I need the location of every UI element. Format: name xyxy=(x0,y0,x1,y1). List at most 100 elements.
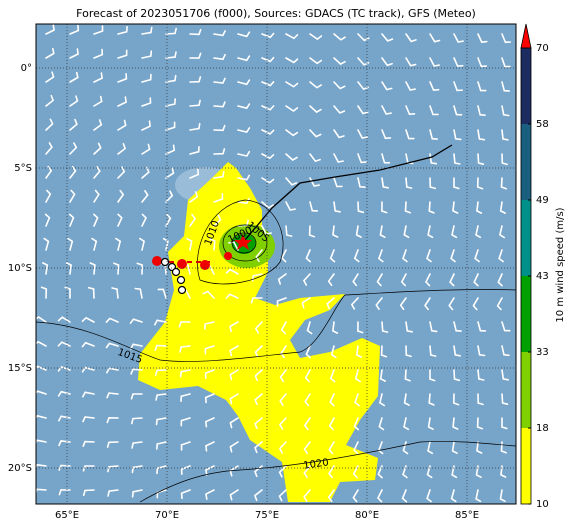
colorbar-extend xyxy=(520,23,532,49)
wind-barb xyxy=(501,57,511,68)
wind-barb xyxy=(36,488,47,494)
wind-barb xyxy=(254,321,263,334)
wind-barb xyxy=(205,465,215,476)
isobar xyxy=(197,199,284,285)
wind-barb xyxy=(379,369,386,382)
wind-barb xyxy=(499,489,506,502)
wind-barb xyxy=(36,439,47,445)
wind-barb xyxy=(350,297,359,310)
wind-barb xyxy=(69,165,77,179)
wind-barb xyxy=(165,98,176,107)
wind-barb xyxy=(36,463,47,469)
wind-barb xyxy=(332,321,339,334)
wind-barb xyxy=(477,105,486,116)
wind-barb xyxy=(277,273,287,285)
wind-barb xyxy=(427,417,434,430)
wind-barb xyxy=(261,56,275,63)
wind-barb xyxy=(309,201,319,212)
wind-barb xyxy=(404,201,411,214)
wind-barb xyxy=(309,105,322,114)
wind-barb xyxy=(285,225,293,237)
wind-barb xyxy=(205,489,215,500)
wind-barb xyxy=(65,262,72,275)
wind-barb xyxy=(117,189,125,203)
wind-barb xyxy=(403,417,410,431)
wind-barb xyxy=(378,393,385,407)
wind-barb xyxy=(141,120,151,131)
wind-barb xyxy=(474,249,480,263)
wind-barb xyxy=(429,105,439,116)
wind-barb xyxy=(141,26,153,35)
wind-barb xyxy=(229,345,239,357)
wind-barb xyxy=(117,73,128,83)
wind-barb xyxy=(82,391,95,398)
wind-barb xyxy=(180,465,191,475)
wind-barb xyxy=(501,369,509,381)
wind-barb xyxy=(106,367,119,374)
wind-barb xyxy=(93,142,102,155)
wind-barb xyxy=(453,33,464,43)
wind-barb xyxy=(333,177,343,188)
wind-barb xyxy=(117,213,123,227)
wind-barb xyxy=(130,343,143,350)
wind-barb xyxy=(450,249,456,263)
wind-barb xyxy=(93,95,103,107)
colorbar-tick-label: 33 xyxy=(536,347,549,358)
wind-barb xyxy=(165,74,177,83)
wind-barb xyxy=(501,81,511,92)
wind-barb xyxy=(428,201,435,214)
wind-barb xyxy=(381,177,389,189)
wind-barb xyxy=(213,171,225,179)
wind-barb xyxy=(180,393,191,402)
wind-barb xyxy=(405,129,415,140)
wind-barb xyxy=(225,268,239,275)
wind-barb xyxy=(130,393,143,400)
wind-barb xyxy=(93,166,101,179)
wind-barb xyxy=(501,153,508,166)
wind-barb xyxy=(285,177,298,186)
wind-barb xyxy=(229,369,239,381)
colorbar-tick-label: 43 xyxy=(536,271,549,282)
wind-barb xyxy=(333,129,345,139)
wind-barb xyxy=(285,81,299,88)
wind-barb xyxy=(402,249,408,263)
wind-barb xyxy=(451,465,458,479)
wind-barb xyxy=(308,225,316,238)
isobar xyxy=(139,441,516,503)
wind-barb xyxy=(213,77,226,84)
wind-barb xyxy=(165,27,177,35)
wind-barb xyxy=(477,129,486,141)
wind-barb xyxy=(213,214,222,227)
wind-barb xyxy=(333,57,346,66)
wind-barb xyxy=(332,225,339,238)
wind-barb xyxy=(36,390,47,395)
wind-barb xyxy=(67,237,74,251)
wind-barb xyxy=(429,81,440,92)
wind-barb xyxy=(69,48,79,59)
wind-barb xyxy=(477,81,487,92)
wind-barb xyxy=(285,129,299,137)
wind-barb xyxy=(93,72,103,83)
y-tick-label: 5°S xyxy=(14,163,32,174)
wind-barb xyxy=(476,177,484,190)
wind-barb xyxy=(498,249,504,263)
wind-barb xyxy=(36,316,47,323)
wind-barb xyxy=(405,33,417,43)
wind-barb xyxy=(427,225,434,239)
wind-barb xyxy=(405,321,413,333)
wind-barb xyxy=(87,286,95,299)
wind-barb xyxy=(254,393,263,406)
wind-barb xyxy=(453,345,461,357)
wind-barb xyxy=(202,290,215,299)
wind-barb xyxy=(375,297,383,310)
wind-barb xyxy=(68,213,75,227)
wind-barb xyxy=(117,49,128,59)
wind-barb xyxy=(213,53,226,61)
wind-barb xyxy=(357,201,365,214)
wind-barb xyxy=(278,417,287,430)
wind-barb xyxy=(304,393,311,407)
wind-barb xyxy=(45,24,55,35)
wind-barb xyxy=(45,142,53,155)
wind-barb xyxy=(93,189,100,203)
wind-barb xyxy=(305,249,311,263)
